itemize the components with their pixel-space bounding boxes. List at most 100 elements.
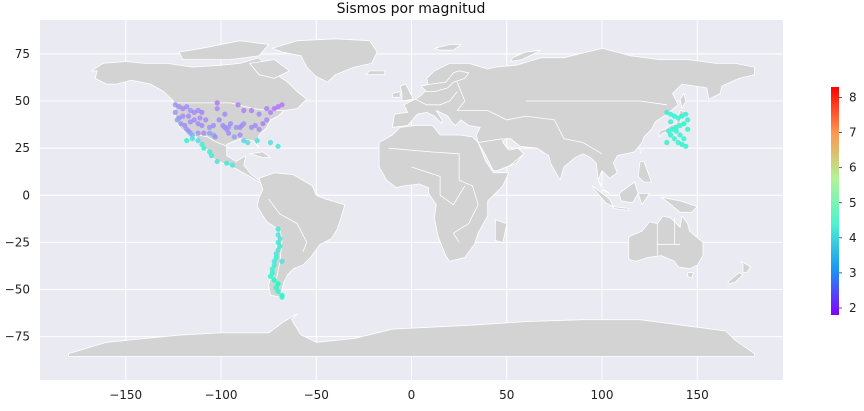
earthquake-point: [233, 124, 239, 130]
colorbar: [831, 87, 839, 315]
earthquake-point: [677, 132, 683, 138]
earthquake-point: [275, 288, 281, 294]
earthquake-point: [275, 226, 281, 232]
earthquake-point: [681, 136, 687, 142]
earthquake-point: [199, 109, 205, 115]
earthquake-point: [214, 100, 220, 106]
colorbar-tick-label: 3: [849, 266, 857, 280]
earthquake-point: [241, 121, 247, 127]
earthquake-point: [201, 145, 207, 151]
y-tick-label: −25: [5, 235, 30, 249]
land-new-guinea: [660, 196, 698, 213]
earthquake-point: [267, 273, 274, 279]
earthquake-point: [264, 106, 270, 112]
y-tick-label: 75: [15, 47, 30, 61]
land-philippines: [637, 160, 652, 183]
land-arctic-islands-a: [178, 40, 270, 60]
earthquake-point: [216, 117, 222, 123]
land-eurasia: [391, 47, 755, 194]
x-tick-label: 0: [408, 388, 416, 402]
earthquake-point: [184, 104, 190, 110]
earthquake-point: [683, 143, 689, 149]
colorbar-tick-label: 2: [849, 301, 857, 315]
colorbar-ticks: 2 3 4 5 6 7 8: [839, 91, 857, 315]
earthquake-point: [256, 126, 262, 132]
earthquake-point: [275, 104, 281, 110]
land-iceland: [365, 70, 386, 76]
y-tick-label: 25: [15, 141, 30, 155]
earthquake-point: [279, 102, 285, 108]
colorbar-tick-label: 4: [849, 231, 857, 245]
earthquake-point: [673, 128, 679, 134]
land-sulawesi: [637, 192, 650, 206]
earthquake-point: [203, 117, 209, 123]
earthquake-point: [186, 113, 192, 119]
land-taiwan: [639, 147, 645, 155]
earthquake-point: [241, 107, 247, 114]
x-tick-label: −100: [205, 388, 238, 402]
land-africa: [378, 125, 510, 262]
x-tick-label: 50: [499, 388, 514, 402]
country-border: [456, 82, 603, 155]
land-scandinavia-hole-fix: [420, 70, 470, 92]
earthquake-point: [683, 111, 689, 117]
earthquake-point: [271, 258, 277, 264]
earthquake-point: [208, 153, 215, 159]
land-novaya-zemlya: [510, 49, 542, 62]
colorbar-tick-label: 7: [849, 126, 857, 140]
x-tick-label: −50: [304, 388, 329, 402]
earthquake-point: [195, 130, 201, 136]
land-cuba: [249, 151, 271, 159]
land-ireland: [391, 91, 401, 98]
earthquake-point: [222, 111, 228, 117]
x-tick-label: 150: [686, 388, 709, 402]
earthquake-point: [685, 126, 691, 132]
land-java: [613, 206, 630, 211]
earthquake-point: [668, 132, 674, 138]
land-new-zealand-north: [740, 260, 751, 274]
land-arabia: [477, 138, 525, 172]
land-antarctica: [68, 313, 755, 357]
earthquake-point: [214, 106, 220, 112]
y-tick-label: −75: [5, 330, 30, 344]
earthquake-point: [189, 136, 195, 142]
y-axis-ticks: 75 50 25 0 −25 −50 −75: [5, 47, 30, 344]
earthquake-point: [220, 122, 226, 129]
country-border: [388, 147, 479, 243]
earthquake-point: [267, 109, 274, 115]
earthquake-point: [671, 136, 678, 142]
country-border: [411, 166, 466, 206]
earthquake-point: [254, 138, 260, 144]
land-sakhalin: [679, 93, 687, 109]
land-borneo: [618, 181, 639, 204]
earthquake-point: [229, 162, 235, 168]
land-masses: [68, 38, 755, 357]
earthquake-point: [256, 111, 262, 117]
earthquake-point: [664, 139, 670, 146]
land-tasmania: [687, 272, 694, 279]
earthquake-point: [214, 158, 220, 164]
earthquake-point: [279, 258, 285, 264]
land-sumatra: [592, 185, 614, 208]
earthquake-point: [201, 130, 207, 136]
earthquake-point: [685, 117, 691, 123]
chart-title: Sismos por magnitud: [337, 1, 486, 17]
earthquake-point: [237, 132, 243, 138]
earthquake-point: [241, 138, 247, 144]
earthquake-point: [279, 294, 285, 300]
earthquake-point: [174, 117, 180, 123]
land-svalbard: [433, 44, 462, 51]
earthquake-point: [191, 117, 197, 123]
earthquake-point: [235, 102, 241, 108]
colorbar-tick-label: 5: [849, 196, 857, 210]
earthquake-point: [227, 121, 234, 127]
land-australia: [628, 215, 704, 270]
earthquake-point: [260, 121, 266, 127]
earthquake-point: [231, 134, 237, 140]
earthquake-point: [275, 143, 281, 149]
earthquake-point: [199, 122, 205, 129]
earthquake-point: [248, 107, 255, 114]
earthquake-point: [210, 122, 216, 129]
earthquake-point: [252, 122, 258, 129]
